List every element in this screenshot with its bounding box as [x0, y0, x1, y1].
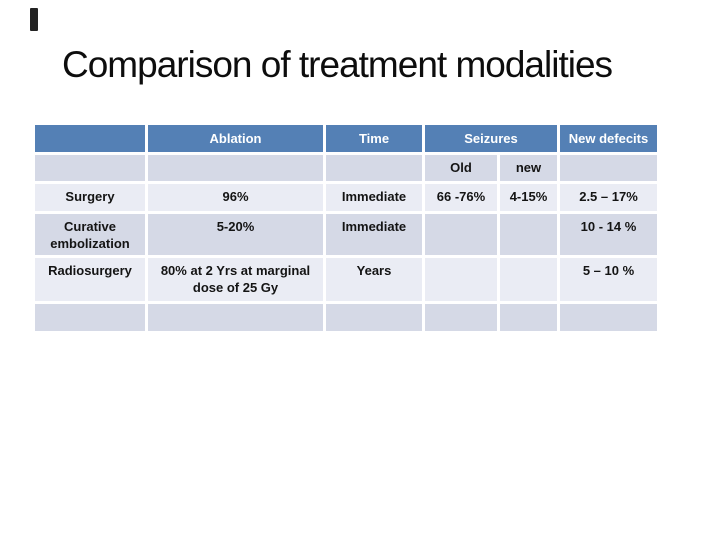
cell-radiosurgery-seizures-new: [500, 258, 557, 301]
cell-radiosurgery-defecits: 5 – 10 %: [560, 258, 657, 301]
table-subheader-row: Old new: [35, 155, 657, 181]
cell-empty-ablation: [148, 304, 323, 331]
cell-empty-time: [326, 304, 422, 331]
table-header-row: Ablation Time Seizures New defecits: [35, 125, 657, 152]
cell-curative-label: Curative embolization: [35, 214, 145, 255]
cell-radiosurgery-time: Years: [326, 258, 422, 301]
cell-curative-ablation: 5-20%: [148, 214, 323, 255]
cell-surgery-seizures-old: 66 -76%: [425, 184, 497, 211]
header-cell-time: Time: [326, 125, 422, 152]
header-cell-seizures: Seizures: [425, 125, 557, 152]
table-row-radiosurgery: Radiosurgery 80% at 2 Yrs at marginal do…: [35, 258, 657, 301]
subheader-cell-new: new: [500, 155, 557, 181]
header-cell-new-defecits: New defecits: [560, 125, 657, 152]
cell-curative-defecits: 10 - 14 %: [560, 214, 657, 255]
subheader-cell-old: Old: [425, 155, 497, 181]
cell-surgery-label: Surgery: [35, 184, 145, 211]
table-row-empty: [35, 304, 657, 331]
slide-title: Comparison of treatment modalities: [62, 44, 613, 85]
cell-radiosurgery-ablation: 80% at 2 Yrs at marginal dose of 25 Gy: [148, 258, 323, 301]
table-row-curative-embolization: Curative embolization 5-20% Immediate 10…: [35, 214, 657, 255]
header-cell-ablation: Ablation: [148, 125, 323, 152]
cell-surgery-time: Immediate: [326, 184, 422, 211]
cell-empty-seizures-old: [425, 304, 497, 331]
cell-empty-defecits: [560, 304, 657, 331]
header-cell-empty: [35, 125, 145, 152]
subheader-cell-empty-label: [35, 155, 145, 181]
cell-radiosurgery-label: Radiosurgery: [35, 258, 145, 301]
cell-empty-seizures-new: [500, 304, 557, 331]
cell-empty-label: [35, 304, 145, 331]
cell-radiosurgery-seizures-old: [425, 258, 497, 301]
cell-curative-seizures-old: [425, 214, 497, 255]
subheader-cell-empty-defecits: [560, 155, 657, 181]
cell-curative-seizures-new: [500, 214, 557, 255]
subheader-cell-empty-time: [326, 155, 422, 181]
cell-surgery-ablation: 96%: [148, 184, 323, 211]
subheader-cell-empty-ablation: [148, 155, 323, 181]
corner-mark: [30, 8, 38, 31]
table-row-surgery: Surgery 96% Immediate 66 -76% 4-15% 2.5 …: [35, 184, 657, 211]
cell-surgery-defecits: 2.5 – 17%: [560, 184, 657, 211]
cell-curative-time: Immediate: [326, 214, 422, 255]
cell-surgery-seizures-new: 4-15%: [500, 184, 557, 211]
comparison-table: Ablation Time Seizures New defecits Old …: [32, 122, 660, 334]
